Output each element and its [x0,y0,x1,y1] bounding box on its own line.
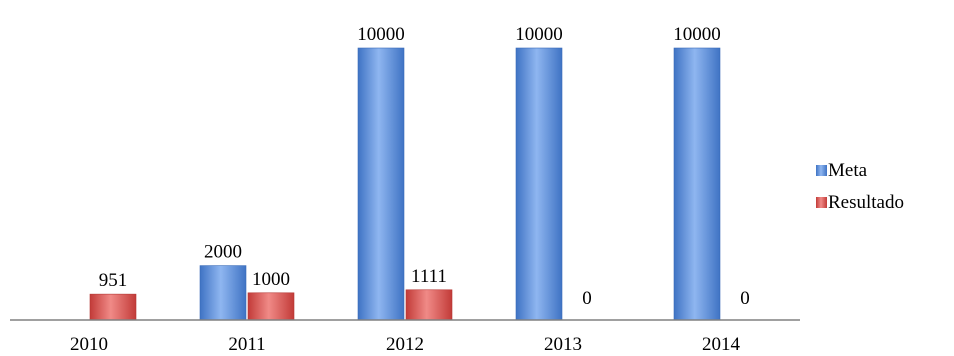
x-tick-label-2010: 2010 [70,334,108,355]
x-tick-label-2014: 2014 [702,334,741,355]
legend-label-meta: Meta [828,160,868,181]
bar-meta-2012 [357,47,405,321]
legend-label-resultado: Resultado [828,192,904,213]
legend: Meta Resultado [816,160,904,213]
bar-resultado-2010 [89,293,137,321]
bar-meta-2013 [515,47,563,321]
data-label-resultado-2010: 951 [99,270,128,291]
x-tick-label-2011: 2011 [228,334,265,355]
legend-swatch-meta [816,165,827,176]
bar-resultado-2012 [405,289,453,321]
data-labels: 951 2000 1000 10000 1111 10000 0 10000 0 [99,24,750,309]
data-label-meta-2013: 10000 [515,24,563,45]
bars-group [89,47,721,321]
data-label-resultado-2012: 1111 [411,266,447,287]
data-label-resultado-2011: 1000 [252,269,290,290]
bar-resultado-2011 [247,292,295,321]
bar-meta-2011 [199,265,247,321]
data-label-resultado-2014: 0 [740,288,750,309]
data-label-meta-2011: 2000 [204,242,242,263]
x-tick-labels: 2010 2011 2012 2013 2014 [70,334,741,355]
x-tick-label-2013: 2013 [544,334,582,355]
data-label-resultado-2013: 0 [582,288,592,309]
data-label-meta-2014: 10000 [673,24,721,45]
bar-meta-2014 [673,47,721,321]
legend-swatch-resultado [816,197,827,208]
x-tick-label-2012: 2012 [386,334,424,355]
data-label-meta-2012: 10000 [357,24,405,45]
